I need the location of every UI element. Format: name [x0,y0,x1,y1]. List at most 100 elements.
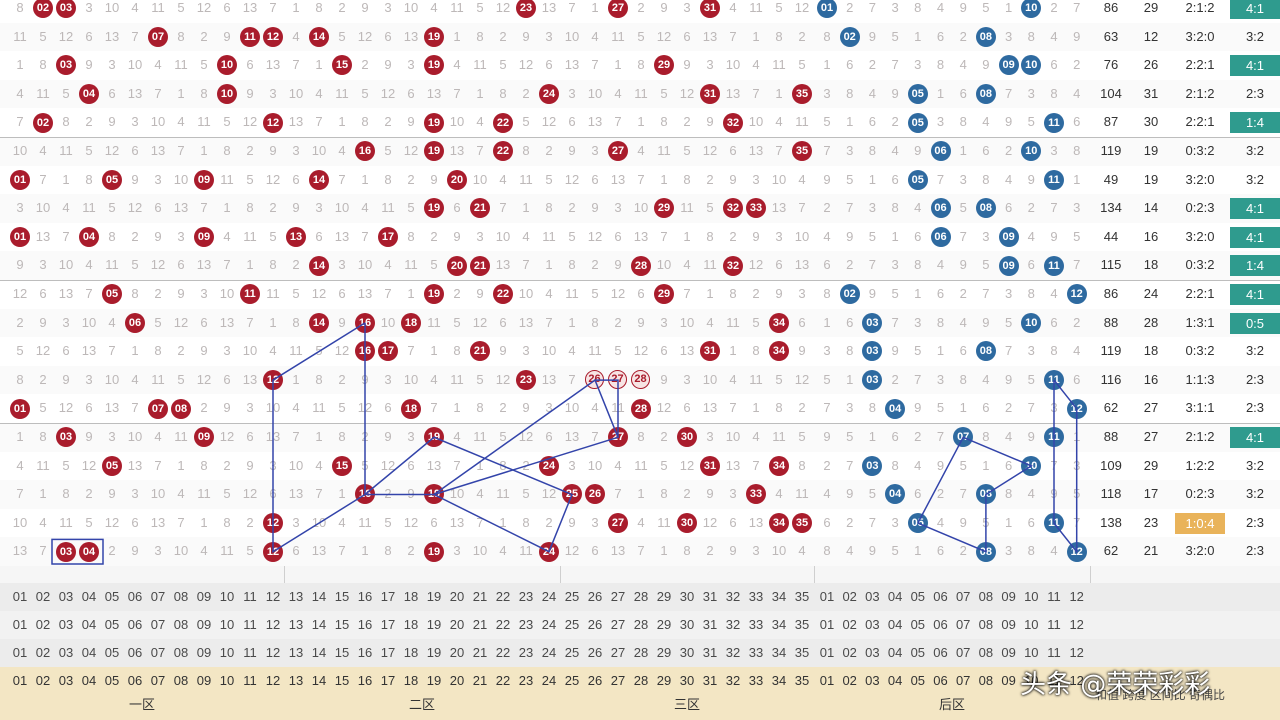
select-front-number[interactable]: 11 [243,645,257,660]
select-front-number[interactable]: 20 [449,617,465,632]
select-back-number[interactable]: 12 [1069,645,1084,660]
select-front-number[interactable]: 27 [610,589,626,604]
select-back-number[interactable]: 01 [819,589,835,604]
select-front-number[interactable]: 13 [288,589,304,604]
select-back-number[interactable]: 03 [865,673,880,688]
select-front-number[interactable]: 07 [150,617,166,632]
select-front-number[interactable]: 18 [403,645,419,660]
select-front-number[interactable]: 30 [679,645,695,660]
select-front-number[interactable]: 21 [472,673,488,688]
select-back-number[interactable]: 01 [819,617,835,632]
select-front-number[interactable]: 28 [633,589,649,604]
select-back-number[interactable]: 08 [978,645,994,660]
select-front-number[interactable]: 16 [357,645,373,660]
select-back-number[interactable]: 07 [955,673,971,688]
select-front-number[interactable]: 16 [357,589,373,604]
select-front-number[interactable]: 34 [771,645,787,660]
select-front-number[interactable]: 32 [725,589,741,604]
select-back-number[interactable]: 05 [910,645,926,660]
select-front-number[interactable]: 19 [426,673,442,688]
select-back-number[interactable]: 12 [1069,617,1084,632]
select-front-number[interactable]: 12 [265,589,281,604]
select-front-number[interactable]: 02 [35,617,51,632]
select-back-number[interactable]: 08 [978,617,994,632]
select-front-number[interactable]: 26 [587,617,603,632]
select-front-number[interactable]: 21 [472,617,488,632]
select-front-number[interactable]: 06 [127,617,143,632]
select-front-number[interactable]: 33 [748,673,764,688]
select-front-number[interactable]: 23 [518,617,534,632]
select-front-number[interactable]: 10 [219,645,235,660]
select-front-number[interactable]: 34 [771,673,787,688]
select-front-number[interactable]: 28 [633,673,649,688]
select-front-number[interactable]: 35 [794,589,810,604]
select-back-number[interactable]: 11 [1047,645,1061,660]
select-front-number[interactable]: 06 [127,673,143,688]
select-back-number[interactable]: 12 [1069,589,1084,604]
select-front-number[interactable]: 18 [403,617,419,632]
select-front-number[interactable]: 14 [311,589,327,604]
select-front-number[interactable]: 08 [173,645,189,660]
select-back-number[interactable]: 04 [887,645,903,660]
select-back-number[interactable]: 05 [910,589,926,604]
select-front-number[interactable]: 15 [334,589,350,604]
select-back-number[interactable]: 05 [910,673,926,688]
select-front-number[interactable]: 24 [541,645,557,660]
select-front-number[interactable]: 05 [104,589,120,604]
select-back-number[interactable]: 05 [910,617,926,632]
select-front-number[interactable]: 32 [725,617,741,632]
select-front-number[interactable]: 13 [288,617,304,632]
select-back-number[interactable]: 03 [865,645,880,660]
select-back-number[interactable]: 04 [887,589,903,604]
select-front-number[interactable]: 29 [656,673,672,688]
select-front-number[interactable]: 05 [104,645,120,660]
select-front-number[interactable]: 35 [794,617,810,632]
select-front-number[interactable]: 32 [725,645,741,660]
select-back-number[interactable]: 02 [842,645,857,660]
select-front-number[interactable]: 29 [656,617,672,632]
select-front-number[interactable]: 17 [380,589,396,604]
select-front-number[interactable]: 25 [564,673,580,688]
select-front-number[interactable]: 01 [12,645,28,660]
select-front-number[interactable]: 04 [81,645,97,660]
select-back-number[interactable]: 07 [955,645,971,660]
select-front-number[interactable]: 04 [81,673,97,688]
select-front-number[interactable]: 15 [334,617,350,632]
select-front-number[interactable]: 08 [173,617,189,632]
select-front-number[interactable]: 24 [541,673,557,688]
select-front-number[interactable]: 31 [702,673,718,688]
select-front-number[interactable]: 32 [725,673,741,688]
select-back-number[interactable]: 08 [978,589,994,604]
select-front-number[interactable]: 19 [426,617,442,632]
select-front-number[interactable]: 02 [35,645,51,660]
select-front-number[interactable]: 06 [127,645,143,660]
select-back-number[interactable]: 07 [955,589,971,604]
select-front-number[interactable]: 28 [633,645,649,660]
select-front-number[interactable]: 31 [702,589,718,604]
select-front-number[interactable]: 24 [541,589,557,604]
select-front-number[interactable]: 25 [564,589,580,604]
select-front-number[interactable]: 03 [58,645,74,660]
select-back-number[interactable]: 06 [933,589,948,604]
select-front-number[interactable]: 06 [127,589,143,604]
select-front-number[interactable]: 16 [357,617,373,632]
select-front-number[interactable]: 07 [150,645,166,660]
select-front-number[interactable]: 14 [311,645,327,660]
select-front-number[interactable]: 13 [288,673,304,688]
select-front-number[interactable]: 29 [656,589,672,604]
select-back-number[interactable]: 08 [978,673,994,688]
select-front-number[interactable]: 08 [173,673,189,688]
select-front-number[interactable]: 09 [196,645,212,660]
select-front-number[interactable]: 05 [104,673,120,688]
select-front-number[interactable]: 02 [35,589,51,604]
select-front-number[interactable]: 10 [219,673,235,688]
select-front-number[interactable]: 26 [587,589,603,604]
select-front-number[interactable]: 14 [311,617,327,632]
select-back-number[interactable]: 10 [1024,645,1039,660]
select-front-number[interactable]: 26 [587,645,603,660]
select-back-number[interactable]: 10 [1024,617,1039,632]
select-back-number[interactable]: 01 [819,645,835,660]
select-front-number[interactable]: 35 [794,645,810,660]
select-front-number[interactable]: 14 [311,673,327,688]
select-back-number[interactable]: 02 [842,589,857,604]
